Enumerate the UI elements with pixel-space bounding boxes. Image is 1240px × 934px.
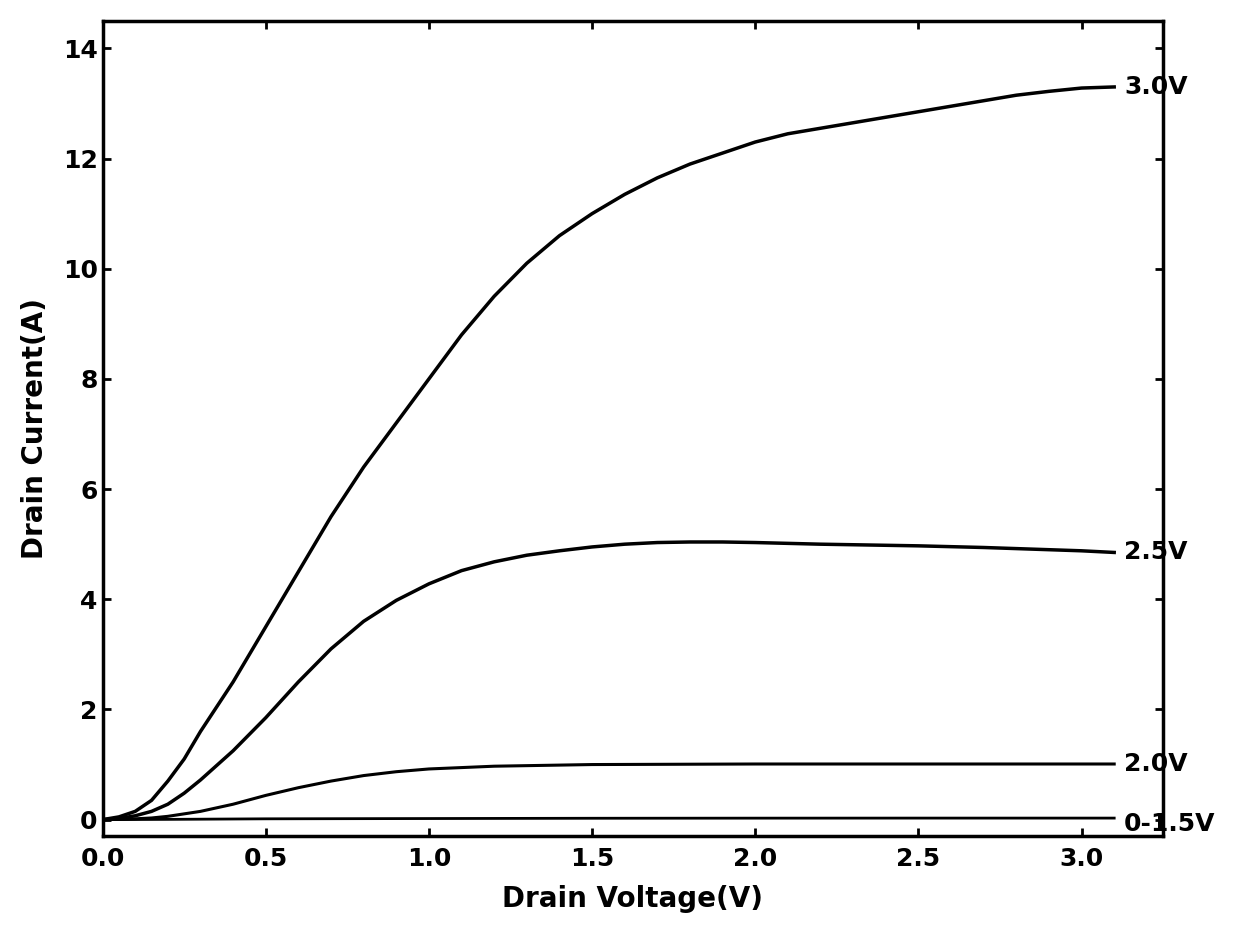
X-axis label: Drain Voltage(V): Drain Voltage(V)	[502, 885, 764, 913]
Text: 2.5V: 2.5V	[1123, 541, 1188, 564]
Text: 3.0V: 3.0V	[1123, 75, 1188, 99]
Text: 2.0V: 2.0V	[1123, 752, 1188, 776]
Text: 0-1.5V: 0-1.5V	[1123, 812, 1215, 836]
Y-axis label: Drain Current(A): Drain Current(A)	[21, 298, 48, 559]
